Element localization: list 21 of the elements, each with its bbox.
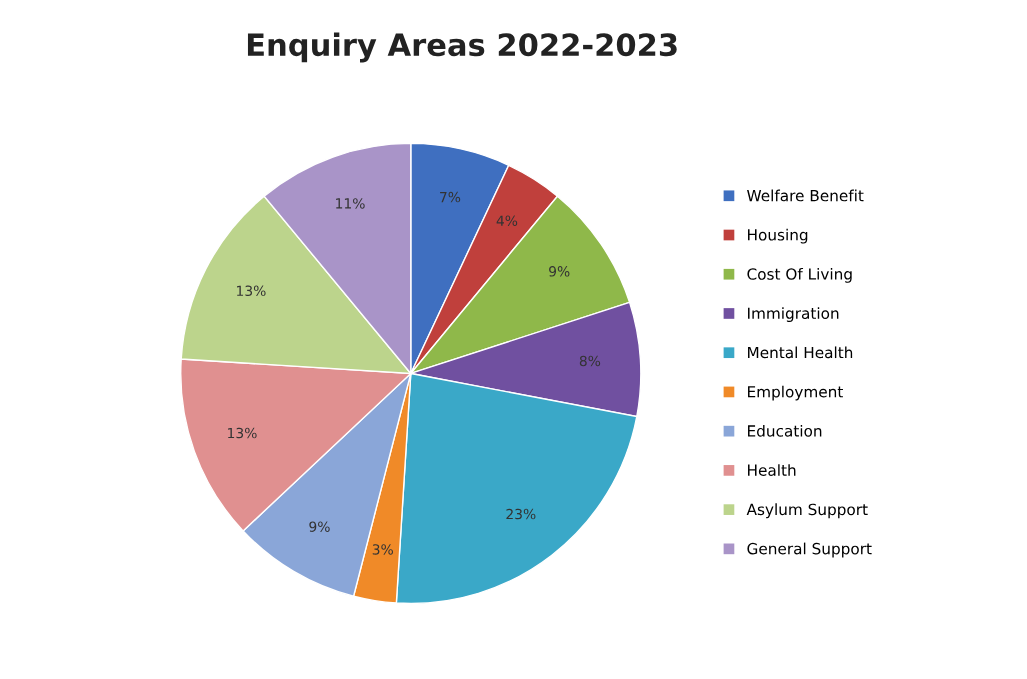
data-label: 9% <box>309 521 330 532</box>
legend-label: Health <box>748 464 796 476</box>
legend-label: Housing <box>748 228 808 244</box>
chart-title: Enquiry Areas 2022-2023 <box>247 32 677 63</box>
data-label: 11% <box>336 198 365 209</box>
data-label: 9% <box>549 266 570 277</box>
legend-label: Mental Health <box>748 346 853 359</box>
data-label: 3% <box>372 544 393 555</box>
data-label: 8% <box>579 355 601 367</box>
data-label: 4% <box>496 215 518 226</box>
legend-label: General Support <box>747 542 872 558</box>
data-label: 13% <box>228 427 257 439</box>
data-label: 7% <box>440 191 461 203</box>
legend-label: Education <box>748 424 822 437</box>
legend-label: Employment <box>748 385 843 401</box>
legend-label: Immigration <box>748 307 839 322</box>
legend-label: Asylum Support <box>746 503 868 519</box>
data-label: 23% <box>506 508 536 520</box>
legend-label: Cost Of Living <box>747 267 852 283</box>
data-label: 13% <box>237 285 266 297</box>
legend-label: Welfare Benefit <box>747 189 864 202</box>
